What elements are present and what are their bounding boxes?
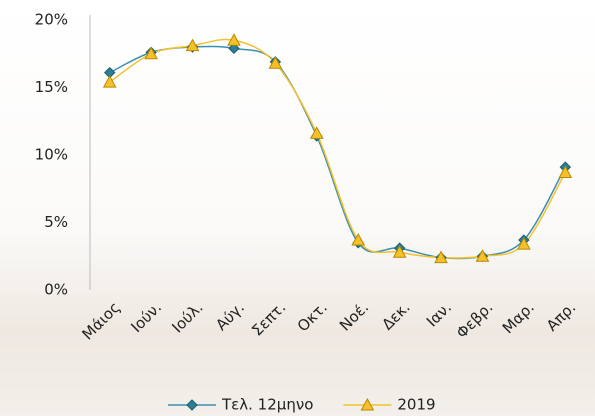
x-tick-label: Ιούλ.	[168, 298, 206, 336]
x-tick-label: Σεπτ.	[248, 298, 289, 339]
point	[311, 127, 323, 138]
x-tick-label: Αύγ.	[212, 298, 248, 334]
x-tick-label: Απρ.	[543, 298, 579, 334]
y-tick-label: 10%	[35, 146, 68, 164]
y-tick-label: 20%	[35, 11, 68, 29]
x-tick-label: Μαρ.	[499, 298, 538, 337]
x-tick-label: Οκτ.	[294, 298, 331, 335]
y-tick-label: 5%	[44, 213, 68, 231]
chart: Τελ. 12μηνο2019 0%5%10%15%20%ΜάιοςΙούν.Ι…	[0, 0, 595, 416]
x-tick-label: Ιαν.	[423, 298, 455, 330]
x-tick-label: Φεβρ.	[453, 298, 497, 342]
point	[187, 400, 197, 410]
x-tick-label: Ιούν.	[127, 298, 165, 336]
legend-label: 2019	[397, 396, 435, 414]
x-tick-label: Μάιος	[79, 298, 124, 343]
y-tick-label: 0%	[44, 281, 68, 299]
y-tick-label: 15%	[35, 78, 68, 96]
point	[104, 76, 116, 87]
x-tick-label: Νοέ.	[336, 298, 372, 334]
series-line	[110, 46, 566, 258]
legend: Τελ. 12μηνο 2019	[168, 396, 436, 414]
legend-label: Τελ. 12μηνο	[221, 396, 313, 414]
x-tick-label: Δεκ.	[378, 298, 413, 333]
series-line	[110, 39, 566, 258]
